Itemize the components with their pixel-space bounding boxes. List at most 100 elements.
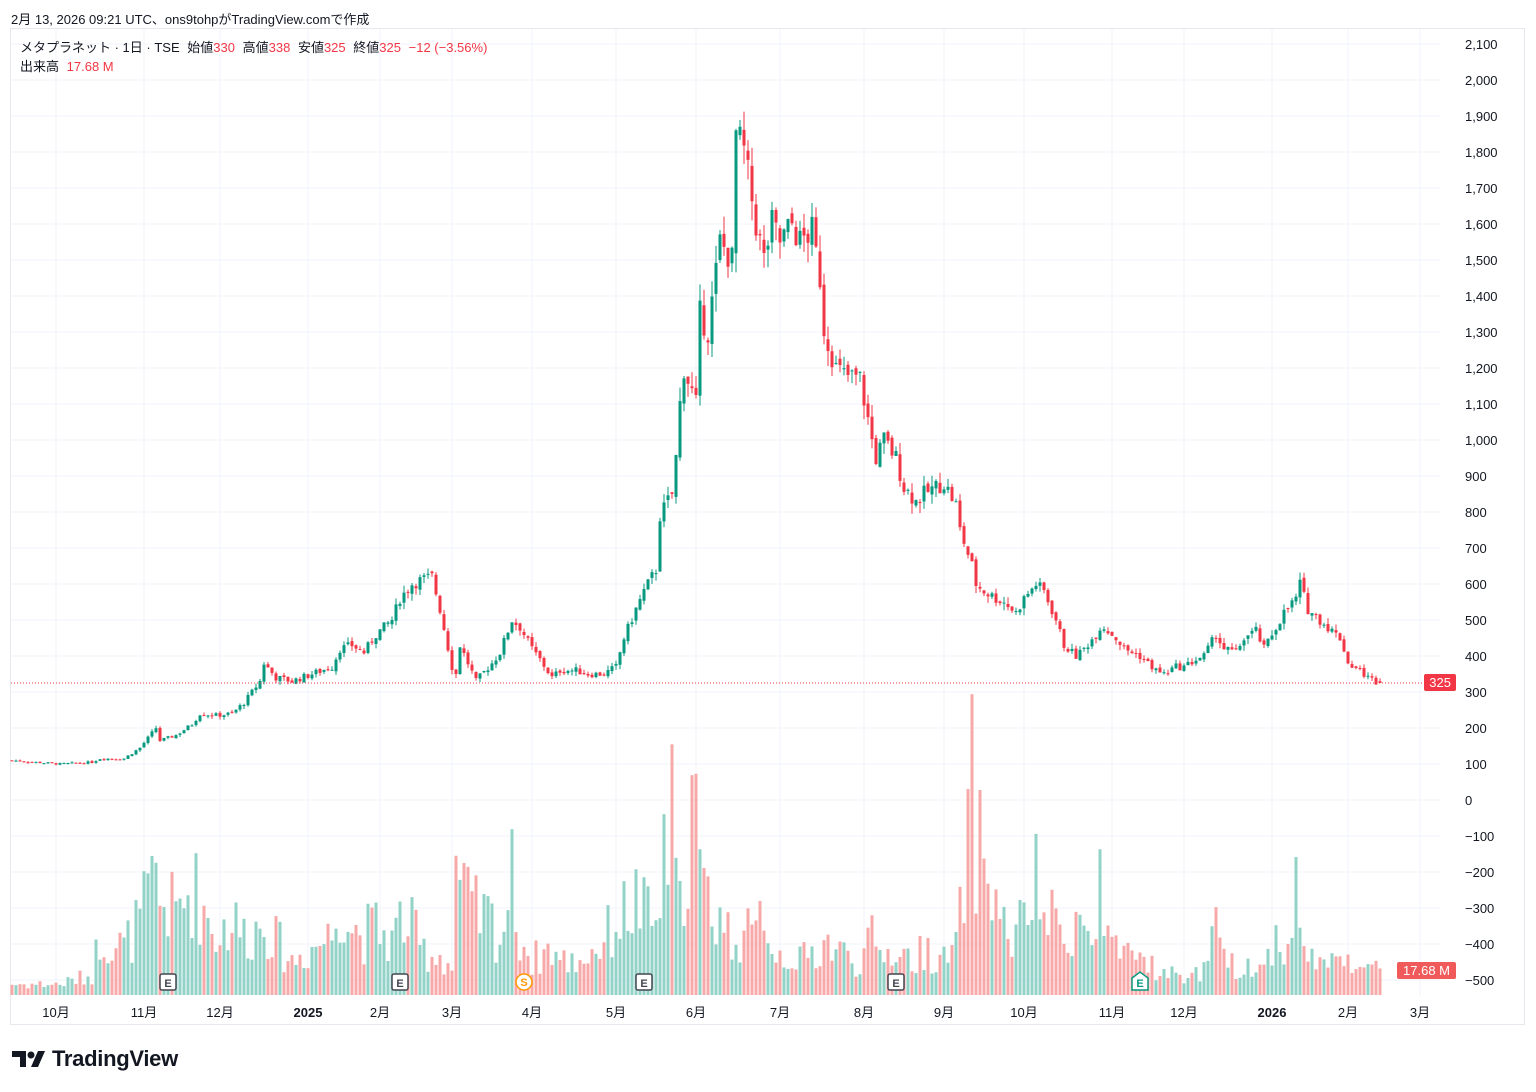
legend-symbol: メタプラネット · 1日 · TSE bbox=[20, 40, 180, 55]
volume-bar bbox=[338, 942, 342, 995]
candle-body bbox=[438, 595, 442, 613]
volume-bar bbox=[226, 950, 230, 995]
volume-bar bbox=[70, 978, 74, 995]
volume-bar bbox=[190, 938, 194, 995]
volume-bar bbox=[546, 943, 550, 995]
volume-bar bbox=[1290, 937, 1294, 995]
candle-body bbox=[1118, 641, 1122, 645]
candle-body bbox=[454, 669, 458, 674]
volume-bar bbox=[106, 963, 110, 995]
volume-bar bbox=[998, 918, 1002, 995]
candle-body bbox=[10, 760, 14, 762]
volume-bar bbox=[1122, 945, 1126, 995]
volume-bar bbox=[278, 921, 282, 995]
candle-body bbox=[158, 727, 162, 741]
volume-bar bbox=[754, 920, 758, 995]
volume-bar bbox=[1030, 920, 1034, 995]
candle-body bbox=[1306, 593, 1310, 615]
volume-bar bbox=[210, 933, 214, 995]
volume-bar bbox=[366, 903, 370, 995]
volume-bar bbox=[1226, 967, 1230, 995]
candle-body bbox=[102, 759, 106, 761]
volume-bar bbox=[666, 884, 670, 995]
candle-body bbox=[1230, 647, 1234, 650]
candle-body bbox=[894, 450, 898, 456]
earnings-event-label: E bbox=[164, 978, 171, 990]
candle-body bbox=[698, 300, 702, 396]
volume-bar bbox=[722, 932, 726, 995]
volume-bar bbox=[846, 950, 850, 995]
candle-body bbox=[858, 371, 862, 373]
price-axis-label: 100 bbox=[1465, 757, 1487, 772]
volume-bar bbox=[794, 969, 798, 995]
volume-bar bbox=[750, 924, 754, 995]
volume-bar bbox=[1362, 967, 1366, 995]
candle-body bbox=[14, 760, 18, 762]
candle-body bbox=[470, 664, 474, 671]
candle-body bbox=[622, 639, 626, 654]
candle-body bbox=[570, 670, 574, 672]
volume-bar bbox=[902, 948, 906, 995]
candle-body bbox=[26, 762, 30, 764]
candle-body bbox=[38, 761, 42, 764]
volume-bar bbox=[142, 871, 146, 995]
volume-bar bbox=[450, 970, 454, 995]
volume-bar bbox=[958, 886, 962, 995]
time-axis-label: 11月 bbox=[1099, 1005, 1126, 1020]
volume-bar bbox=[274, 916, 278, 995]
candle-body bbox=[810, 216, 814, 245]
last-volume-tag: 17.68 M bbox=[1397, 962, 1456, 979]
volume-bar bbox=[302, 968, 306, 995]
candle-body bbox=[566, 670, 570, 673]
volume-bar bbox=[1346, 954, 1350, 995]
volume-bar bbox=[834, 949, 838, 995]
candle-body bbox=[1194, 660, 1198, 664]
volume-bar bbox=[1026, 925, 1030, 995]
volume-bar bbox=[322, 944, 326, 995]
volume-bar bbox=[46, 985, 50, 995]
volume-bar bbox=[1114, 935, 1118, 995]
volume-bar bbox=[650, 925, 654, 995]
candle-body bbox=[1158, 667, 1162, 673]
candle-body bbox=[630, 622, 634, 625]
candle-body bbox=[782, 229, 786, 242]
candle-body bbox=[346, 642, 350, 645]
volume-bar bbox=[290, 955, 294, 995]
candle-body bbox=[410, 585, 414, 594]
candle-body bbox=[730, 247, 734, 264]
price-axis-label: −300 bbox=[1465, 901, 1494, 916]
volume-bar bbox=[434, 964, 438, 995]
candle-body bbox=[1286, 608, 1290, 610]
volume-bar bbox=[1126, 942, 1130, 995]
volume-bar bbox=[554, 951, 558, 995]
tradingview-logo[interactable]: TradingView bbox=[12, 1046, 178, 1072]
ohlc-legend: メタプラネット · 1日 · TSE 始値330 高値338 安値325 終値3… bbox=[20, 38, 491, 76]
candle-body bbox=[126, 755, 130, 759]
candle-body bbox=[1134, 652, 1138, 654]
candle-body bbox=[802, 227, 806, 236]
time-axis-label: 10月 bbox=[42, 1005, 69, 1020]
candle-body bbox=[1086, 647, 1090, 650]
volume-bar bbox=[614, 931, 618, 995]
volume-bar bbox=[706, 876, 710, 995]
candle-body bbox=[206, 715, 210, 717]
candle-body bbox=[1010, 606, 1014, 611]
volume-bar bbox=[1222, 948, 1226, 995]
volume-bar bbox=[418, 944, 422, 995]
candle-body bbox=[1002, 602, 1006, 604]
candle-body bbox=[1354, 666, 1358, 668]
candle-body bbox=[1202, 653, 1206, 660]
volume-bar bbox=[710, 926, 714, 995]
candle-body bbox=[526, 636, 530, 638]
candle-body bbox=[522, 631, 526, 636]
volume-bar bbox=[730, 959, 734, 995]
chart-pane[interactable] bbox=[10, 28, 1525, 1025]
candle-body bbox=[626, 623, 630, 642]
volume-bar bbox=[514, 932, 518, 995]
volume-bar bbox=[1058, 924, 1062, 995]
volume-bar bbox=[782, 967, 786, 995]
volume-bar bbox=[74, 983, 78, 995]
candle-body bbox=[1234, 648, 1238, 650]
volume-bar bbox=[1246, 958, 1250, 995]
